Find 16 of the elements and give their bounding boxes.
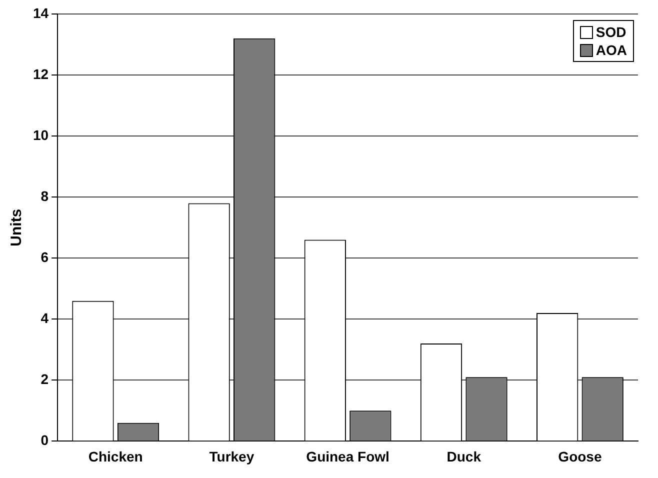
y-tick-label: 6: [40, 248, 49, 265]
x-tick-label: Goose: [558, 448, 602, 464]
x-tick-label: Guinea Fowl: [306, 448, 390, 464]
legend-label: AOA: [596, 41, 627, 59]
y-tick-label: 14: [32, 4, 49, 21]
y-tick-label: 10: [32, 126, 49, 143]
y-axis-title: Units: [8, 208, 26, 246]
x-tick-label: Turkey: [209, 448, 254, 464]
y-tick-label: 12: [32, 66, 49, 82]
y-tick-label: 0: [40, 432, 49, 448]
text: SOD: [596, 23, 626, 41]
y-tick-label: 4: [40, 310, 49, 326]
x-tick-label: Duck: [446, 448, 482, 464]
y-tick-label: 2: [40, 371, 49, 388]
y-tick-label: 8: [40, 188, 49, 204]
x-tick-label: Chicken: [88, 448, 143, 464]
